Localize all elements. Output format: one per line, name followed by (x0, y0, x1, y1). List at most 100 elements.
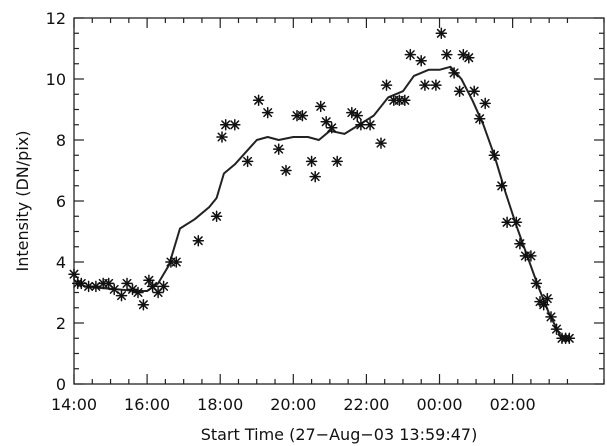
axis-ticks (73, 17, 605, 385)
data-point (102, 277, 115, 290)
data-point (296, 109, 309, 122)
y-tick-label: 10 (46, 70, 66, 89)
y-tick-label: 8 (56, 131, 66, 150)
data-point-stroke (442, 50, 452, 60)
data-point (229, 119, 241, 131)
data-point-stroke (464, 53, 474, 63)
data-point-stroke (109, 284, 119, 294)
data-point (170, 256, 183, 268)
data-point-stroke (159, 281, 169, 291)
data-point-stroke (69, 269, 79, 279)
data-point-stroke (489, 150, 499, 160)
data-point-stroke (352, 111, 362, 121)
data-point (216, 131, 228, 143)
data-point-stroke (243, 156, 253, 166)
data-point-stroke (546, 312, 556, 322)
data-point-stroke (117, 291, 126, 301)
data-point-stroke (502, 217, 512, 227)
data-point (380, 79, 393, 91)
data-point-stroke (274, 144, 284, 154)
data-point (261, 106, 274, 119)
data-point-stroke (133, 288, 143, 297)
data-point (419, 79, 431, 91)
data-point (541, 292, 554, 305)
data-point (473, 112, 486, 125)
data-point (488, 149, 501, 162)
fit-line (73, 65, 570, 340)
x-tick-label: 22:00 (343, 395, 389, 414)
data-point-stroke (475, 114, 485, 124)
data-point-stroke (307, 156, 317, 166)
data-point (563, 332, 576, 345)
data-point (325, 122, 338, 134)
x-tick-label: 20:00 (270, 395, 316, 414)
x-tick-label: 00:00 (416, 395, 462, 414)
data-point (463, 51, 475, 64)
data-point (550, 323, 563, 335)
data-point-stroke (84, 281, 94, 291)
data-point (468, 85, 480, 97)
y-axis-title: Intensity (DN/pix) (13, 131, 32, 272)
data-point-layer (68, 27, 576, 345)
data-point-stroke (104, 278, 114, 288)
data-point-stroke (526, 251, 536, 261)
data-point (351, 109, 364, 122)
data-point-stroke (458, 50, 468, 60)
data-point-stroke (552, 324, 561, 334)
data-point-stroke (480, 98, 490, 108)
data-point-stroke (171, 257, 181, 267)
data-point-stroke (542, 294, 552, 304)
data-point (132, 286, 144, 299)
data-point-stroke (327, 123, 337, 133)
data-point (501, 216, 513, 229)
data-point-stroke (193, 236, 203, 246)
data-point (82, 280, 95, 293)
data-point-stroke (382, 80, 391, 90)
x-axis-title: Start Time (27−Aug−03 13:59:47) (201, 425, 478, 444)
data-point (252, 94, 265, 107)
data-point-stroke (564, 333, 574, 343)
data-point (68, 268, 80, 280)
data-point-stroke (515, 239, 525, 249)
data-point (435, 27, 448, 40)
data-point (331, 155, 343, 168)
data-point (510, 216, 523, 229)
data-point-stroke (321, 117, 331, 127)
data-point-stroke (497, 181, 507, 191)
data-point (219, 119, 232, 131)
data-point-stroke (416, 56, 426, 66)
data-point-stroke (332, 156, 342, 166)
x-tick-label: 02:00 (490, 395, 536, 414)
data-point-stroke (316, 101, 326, 111)
plot-frame (73, 17, 605, 385)
data-point (404, 48, 417, 61)
data-point-stroke (230, 120, 240, 130)
data-point (309, 170, 321, 183)
data-point (108, 283, 120, 296)
y-tick-label: 0 (56, 375, 66, 394)
x-tick-label: 14:00 (51, 395, 97, 414)
data-point-stroke (263, 108, 273, 118)
data-point-stroke (254, 95, 264, 105)
data-point (479, 97, 491, 110)
data-point (525, 250, 537, 262)
data-point-stroke (221, 120, 231, 130)
x-tick-label: 18:00 (197, 395, 243, 414)
data-point (448, 67, 460, 79)
data-point-stroke (297, 111, 307, 121)
data-point (441, 48, 453, 61)
y-tick-label: 12 (46, 9, 66, 28)
data-point (305, 155, 318, 168)
y-tick-label: 6 (56, 192, 66, 211)
data-point-stroke (128, 284, 137, 294)
data-point-stroke (405, 50, 415, 60)
data-point-stroke (148, 281, 158, 291)
axis-tick-labels: 14:00 16:00 18:00 20:00 22:00 00:00 02:00 0 2 4 6 8… (46, 9, 536, 414)
data-point-stroke (356, 120, 366, 130)
data-point (415, 54, 427, 67)
data-point-stroke (511, 217, 521, 227)
data-point (272, 143, 285, 155)
data-point (355, 119, 367, 131)
data-point-stroke (449, 68, 459, 78)
